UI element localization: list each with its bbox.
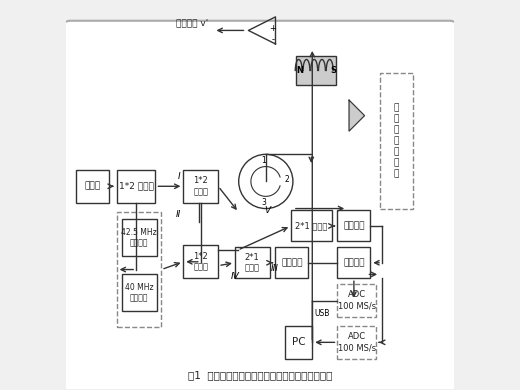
FancyBboxPatch shape [116,170,155,203]
Text: 1*2
分光器: 1*2 分光器 [193,252,208,272]
Text: 待
检
测
移
动
目
标: 待 检 测 移 动 目 标 [394,103,399,179]
Text: 2*1
耦合器: 2*1 耦合器 [245,253,260,273]
Text: ADC
100 MS/s: ADC 100 MS/s [338,291,376,310]
Text: 3: 3 [262,198,266,207]
Text: III: III [271,264,279,273]
Polygon shape [349,100,365,131]
Text: 光电检测: 光电检测 [281,258,303,267]
FancyBboxPatch shape [285,326,313,359]
Text: 环境振动 v': 环境振动 v' [176,18,209,27]
Text: I: I [177,172,180,181]
Text: -: - [271,35,274,44]
Text: 2*1 耦合器: 2*1 耦合器 [295,222,328,230]
FancyBboxPatch shape [337,211,370,241]
Text: USB: USB [314,309,330,318]
Text: 信号调理: 信号调理 [343,258,365,267]
Text: PC: PC [292,337,306,347]
FancyBboxPatch shape [291,211,332,241]
Text: 2: 2 [285,175,290,184]
Text: 1*2
分光器: 1*2 分光器 [193,176,208,196]
Text: IV: IV [230,272,239,281]
FancyBboxPatch shape [235,247,270,278]
Text: 图1  串行双声光移频器外差式激光多普勒测振系统: 图1 串行双声光移频器外差式激光多普勒测振系统 [188,370,332,380]
FancyBboxPatch shape [337,326,376,359]
Text: 光电检测: 光电检测 [343,222,365,230]
FancyBboxPatch shape [62,21,458,390]
FancyBboxPatch shape [337,284,376,317]
FancyBboxPatch shape [184,245,218,278]
Text: S: S [330,66,336,74]
Text: 40 MHz
声光移频: 40 MHz 声光移频 [125,283,153,303]
Text: N: N [296,66,303,74]
FancyBboxPatch shape [122,220,157,256]
FancyBboxPatch shape [337,247,370,278]
FancyBboxPatch shape [380,73,413,209]
FancyBboxPatch shape [122,275,157,311]
Text: V: V [265,206,271,215]
FancyBboxPatch shape [296,56,336,85]
FancyBboxPatch shape [76,170,109,203]
FancyBboxPatch shape [116,213,161,327]
Text: 激光器: 激光器 [84,182,100,191]
Text: 1: 1 [262,156,266,165]
Text: II: II [176,210,181,219]
Text: +: + [269,24,276,33]
Text: ADC
100 MS/s: ADC 100 MS/s [338,332,376,353]
FancyBboxPatch shape [184,170,218,203]
FancyBboxPatch shape [276,247,308,278]
Text: 1*2 分光器: 1*2 分光器 [119,182,153,191]
Text: 42.5 MHz
声光移频: 42.5 MHz 声光移频 [121,228,157,248]
